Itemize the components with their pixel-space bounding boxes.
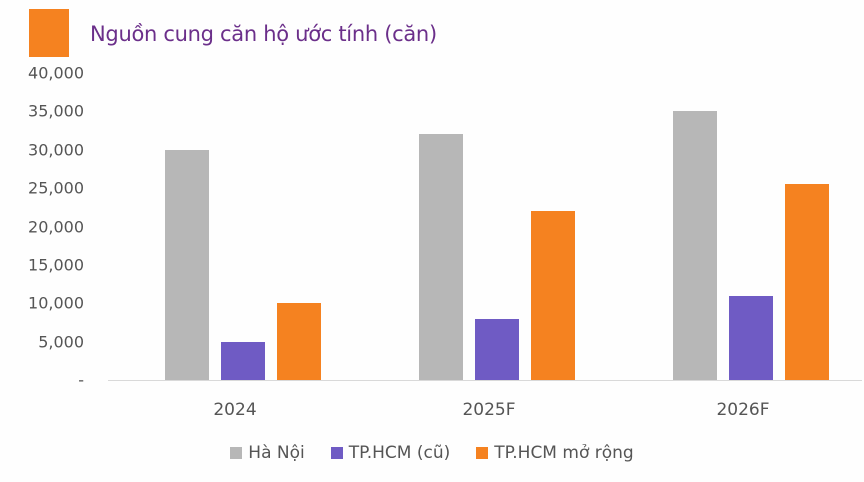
y-tick-label: 5,000 (38, 332, 84, 352)
bar (475, 318, 519, 380)
bar (785, 184, 829, 380)
bar (673, 111, 717, 380)
y-tick-label: 40,000 (28, 63, 84, 83)
x-tick-label: 2025F (462, 400, 516, 420)
bar (729, 295, 773, 380)
x-tick-label: 2024 (213, 400, 257, 420)
legend-label: Hà Nội (248, 443, 305, 463)
y-tick-label: 30,000 (28, 140, 84, 160)
bar (221, 341, 265, 380)
y-tick-label: 20,000 (28, 217, 84, 236)
y-tick-label: 35,000 (28, 101, 84, 121)
bar (165, 149, 209, 380)
bar (277, 303, 321, 380)
legend-swatch-icon (476, 447, 489, 459)
bar (531, 211, 575, 380)
title-swatch (29, 9, 69, 57)
bar (419, 134, 463, 380)
y-tick-label: 10,000 (28, 293, 84, 313)
y-tick-label: 15,000 (28, 255, 84, 275)
legend-swatch-icon (330, 447, 343, 459)
y-tick-label: 25,000 (28, 178, 84, 198)
legend-item: TP.HCM mở rộng (476, 443, 634, 463)
x-tick-label: 2026F (716, 400, 770, 420)
legend: Hà Nội TP.HCM (cũ) TP.HCM mở rộng (0, 443, 864, 463)
legend-label: TP.HCM mở rộng (494, 443, 634, 463)
legend-item: TP.HCM (cũ) (330, 443, 451, 463)
legend-item: Hà Nội (230, 443, 305, 463)
legend-label: TP.HCM (cũ) (348, 443, 451, 463)
legend-swatch-icon (230, 447, 243, 459)
x-axis-line (108, 380, 862, 381)
chart-title: Nguồn cung căn hộ ước tính (căn) (90, 22, 437, 46)
y-tick-label: - (78, 370, 84, 390)
